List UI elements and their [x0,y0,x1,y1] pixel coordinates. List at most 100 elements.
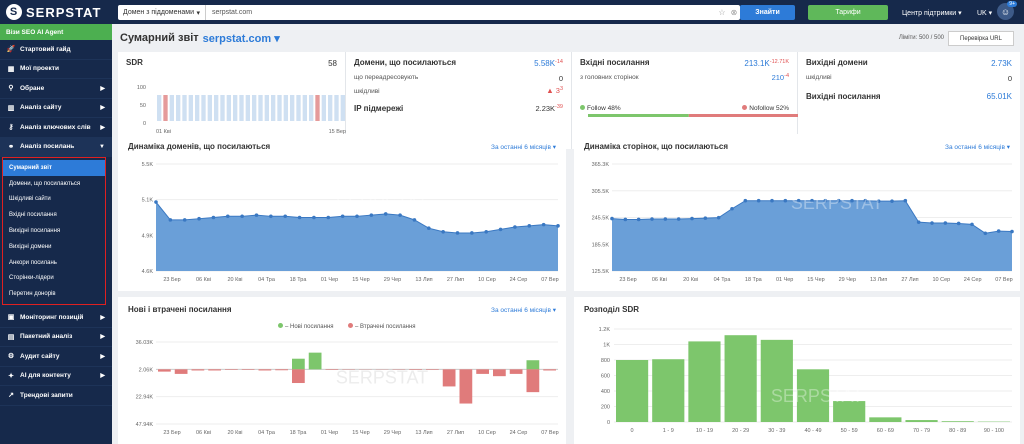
sidebar-item-bottom-4[interactable]: ↗ Трендові запити [0,386,112,406]
sidebar-item-top-5[interactable]: ⚭ Аналіз посилань ▼ [0,137,112,157]
tariff-button[interactable]: Тарифи [808,5,888,20]
new-links-bar [308,352,322,370]
follow-bar [588,114,798,117]
backlinks-value[interactable]: 213.1K [744,59,770,68]
sidebar-item-top-4[interactable]: ⚷ Аналіз ключових слів ▶ [0,118,112,138]
x-tick-label: 07 Вер [995,277,1012,283]
submenu-item-3[interactable]: Вхідні посилання [9,212,57,219]
lost-links-bar [509,369,523,374]
submenu-item-0[interactable]: Сумарний звіт [3,160,105,176]
x-tick-label: 18 Тра [290,430,308,436]
x-tick-label: 18 Тра [290,277,308,283]
sdr-dist-bar [796,369,830,422]
data-point [383,212,388,216]
chart-title-new-lost: Нові і втрачені посилання [128,305,232,314]
legend-new-dot-icon [278,323,283,328]
submenu-item-1[interactable]: Домени, що посилаються [9,180,81,187]
submenu-item-2[interactable]: Шкідливі сайти [9,196,51,203]
data-point [676,217,681,221]
y-tick-label: 4.9K [142,233,154,239]
lost-links-bar [158,369,171,372]
malicious-value[interactable]: 3 [555,86,560,95]
ref-domains-value[interactable]: 5.58K [534,59,556,68]
find-button[interactable]: Знайти [740,5,795,20]
sdr-dist-bar [869,417,902,422]
folder-icon: ▦ [7,65,15,73]
x-tick-label: 30 - 39 [768,428,785,434]
submenu-item-5[interactable]: Вихідні домени [9,243,52,250]
out-malicious-value: 0 [1007,74,1012,83]
sidebar-item-label: Аналіз посилань [20,143,75,151]
x-tick-label: 20 Кві [228,277,243,283]
y-tick-label: 5.1K [142,198,154,204]
submenu-item-4[interactable]: Вихідні посилання [9,228,61,235]
out-domains-value[interactable]: 2.73K [991,59,1012,68]
y-tick-label: 200 [601,405,610,411]
language-select[interactable]: UK ▾ [977,10,993,17]
data-point [690,216,694,221]
search-type-select[interactable]: Домен з піддоменами ▾ [118,5,206,20]
follow-dot-icon [580,105,585,110]
main-pages-label: з головних сторінок [580,74,639,81]
y-tick-label: 305.5K [592,189,610,195]
sdr-bar [264,95,269,121]
y-tick-label: 125.5K [592,269,610,275]
submenu-item-6[interactable]: Анкори посилань [9,259,57,266]
sidebar-item-top-1[interactable]: ▦ Мої проекти [0,60,112,79]
x-tick-label: 07 Вер [541,277,558,283]
chart-card-new-lost: 36.03K 2.06K 22.94K 47.94K 23 Бер 06 Кві 20 Кв… [118,297,566,444]
star-icon[interactable]: ☆ [718,8,726,17]
out-links-value[interactable]: 65.01K [986,92,1012,101]
period-select-new-lost[interactable]: За останні 6 місяців ▾ [491,307,556,314]
sidebar-item-bottom-3[interactable]: ✦ AI для контенту ▶ [0,367,112,387]
sdr-dist-bar [724,335,757,422]
period-label: За останні 6 місяців [491,144,551,151]
period-label: За останні 6 місяців [491,307,551,314]
x-tick-label: 27 Лип [447,277,464,283]
sdr-bar [252,95,257,121]
period-select-ref-pages[interactable]: За останні 6 місяців ▾ [945,144,1010,151]
sidebar-item-top-2[interactable]: ⚲ Обране ▶ [0,79,112,99]
y-tick-label: 400 [601,389,610,395]
sidebar-item-bottom-1[interactable]: ▤ Пакетний аналіз ▶ [0,328,112,348]
sidebar-item-bottom-0[interactable]: ▣ Моніторинг позицій ▶ [0,308,112,328]
nofollow-label: Nofollow 52% [749,105,789,112]
ref-domains-chart: 5.5K 5.1K 4.9K 4.6K 23 Бер 06 Кві 20 Кві 04 Тра… [142,162,560,283]
lost-links-bar [275,369,288,371]
check-url-button[interactable]: Перевірка URL [948,31,1014,46]
y-tick-label: 4.6K [142,269,154,275]
sidebar-item-bottom-2[interactable]: ⚙ Аудит сайту ▶ [0,347,112,367]
period-select-ref-domains[interactable]: За останні 6 місяців ▾ [491,144,556,151]
sdr-bar [201,95,206,121]
sdr-bar [245,95,250,121]
x-tick-label: 13 Лип [870,277,887,283]
sidebar-item-top-0[interactable]: 🚀 Стартовий гайд [0,40,112,60]
data-point [340,214,345,219]
data-point [916,220,921,224]
sdr-bar [182,95,187,121]
y-tick-label: 245.5K [592,216,610,222]
data-point [426,226,431,230]
sdr-bar [195,95,200,121]
data-point [716,215,721,220]
lost-links-bar [476,369,489,374]
x-tick-label: 04 Тра [258,277,276,283]
support-label: Центр підтримки [902,10,957,17]
avatar[interactable]: ☺ 9+ [997,1,1017,20]
domain-selector[interactable]: serpstat.com ▾ [202,32,280,45]
lost-links-bar [191,369,205,371]
logo[interactable]: S SERPSTAT [0,0,112,24]
main-pages-value[interactable]: 210 [771,73,785,82]
sidebar-item-top-3[interactable]: ▥ Аналіз сайту ▶ [0,99,112,118]
stat-backlinks: Вхідні посилання 213.1K-12.71K з головни… [572,52,798,149]
submenu-item-8[interactable]: Перетин донорів [9,291,56,298]
ai-agent-button[interactable]: Візи SEO AI Agent [0,24,112,40]
x-tick-label: 40 - 49 [804,428,821,434]
x-tick-label: 29 Чер [384,430,401,436]
submenu-item-7[interactable]: Сторінки-лідери [9,275,54,282]
x-tick-label: 01 Чер [776,277,793,283]
search-input[interactable] [206,9,716,16]
sdr-bar [296,95,301,121]
support-menu[interactable]: Центр підтримки ▾ [902,10,962,17]
clear-icon[interactable]: ⊗ [730,8,738,17]
